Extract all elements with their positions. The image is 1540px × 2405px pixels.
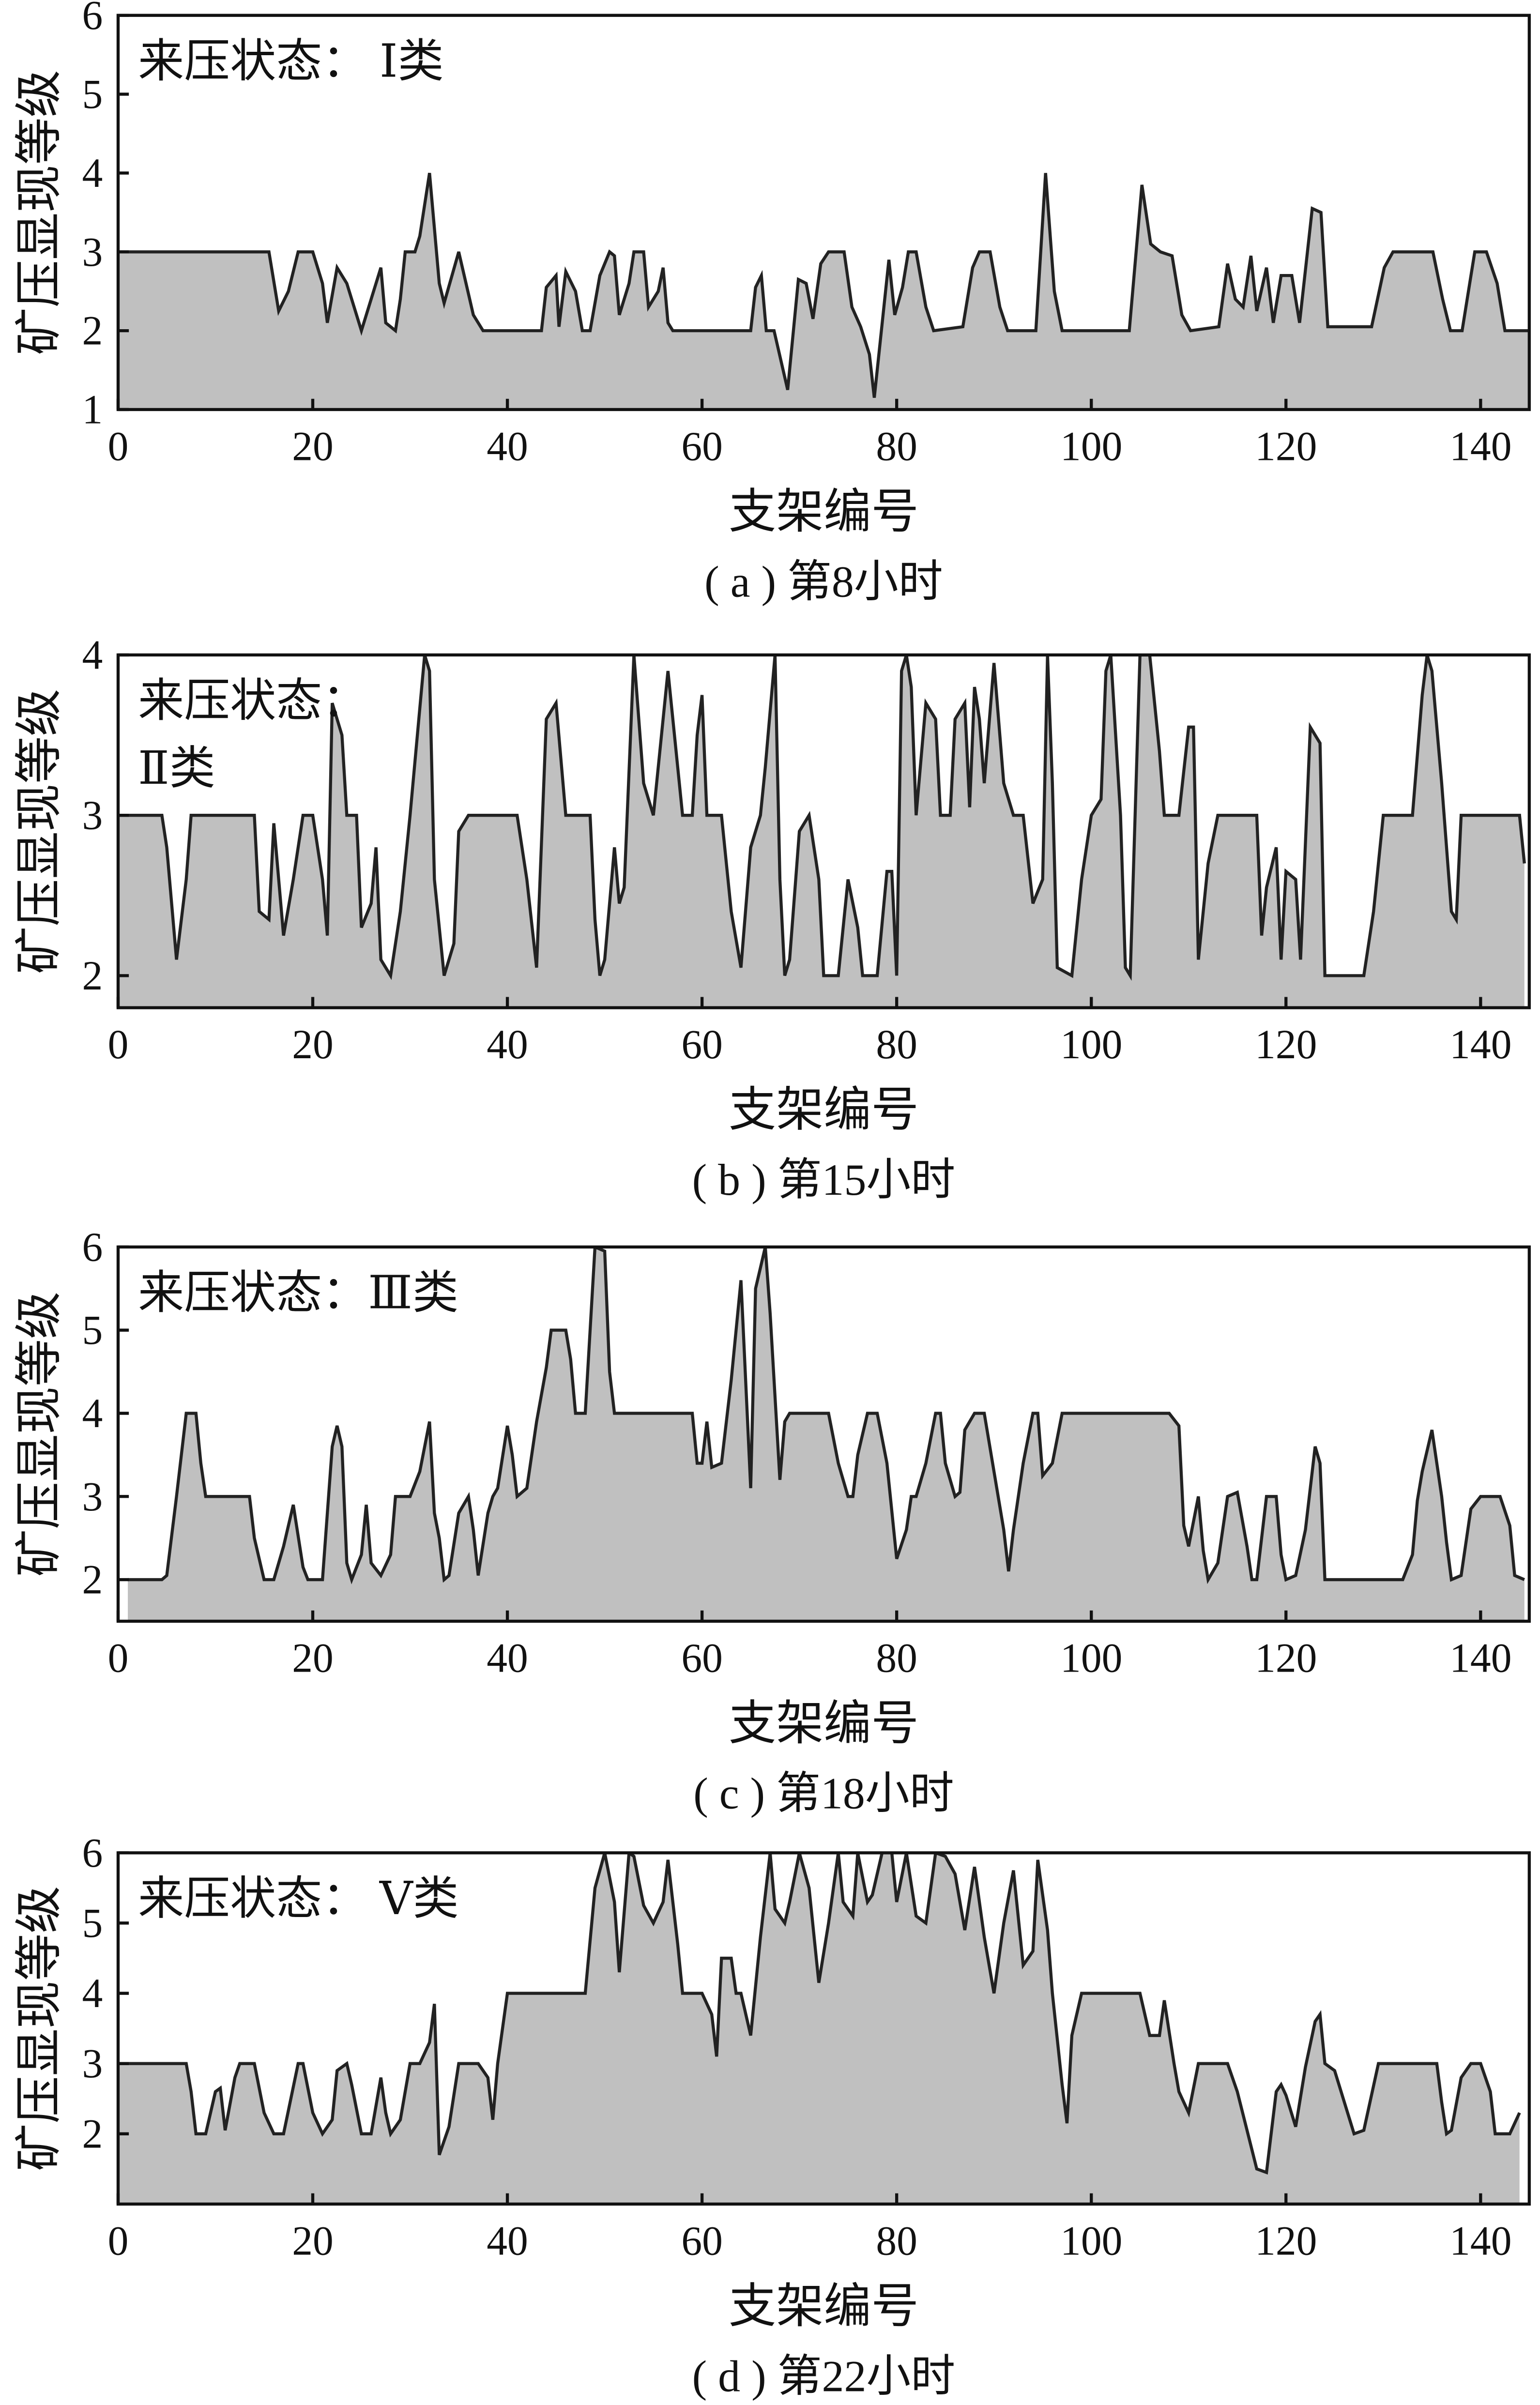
caption: ( b ) 第15小时 <box>692 1155 956 1204</box>
x-tick-label: 60 <box>681 1021 723 1067</box>
plot-frame <box>116 1245 1531 1623</box>
x-tick-label: 40 <box>487 424 528 470</box>
x-tick-label: 60 <box>681 424 723 470</box>
x-tick-label: 120 <box>1255 1021 1317 1067</box>
x-tick-label: 0 <box>108 1021 129 1067</box>
annotation: 来压状态： Ⅴ类 <box>138 1873 459 1924</box>
caption: ( a ) 第8小时 <box>704 557 943 607</box>
area-line <box>128 1247 1525 1584</box>
area-fill <box>118 655 1525 1008</box>
y-tick-label: 3 <box>82 229 103 275</box>
x-tick-label: 120 <box>1255 2218 1317 2264</box>
y-tick-label: 3 <box>82 2040 103 2086</box>
x-tick-label: 80 <box>876 1021 917 1067</box>
area-line <box>118 172 1529 398</box>
x-tick-label: 20 <box>292 1021 334 1067</box>
x-tick-label: 0 <box>108 1635 129 1681</box>
plot-frame <box>116 14 1531 411</box>
x-tick-label: 60 <box>681 1635 723 1681</box>
annotation: 来压状态： <box>138 675 368 727</box>
annotation: 来压状态： Ⅰ类 <box>138 35 444 87</box>
area-fill <box>118 1853 1520 2204</box>
y-tick-label: 3 <box>82 1474 103 1520</box>
y-tick-label: 2 <box>82 1557 103 1603</box>
y-tick-label: 3 <box>82 792 103 838</box>
x-tick-label: 100 <box>1060 1021 1122 1067</box>
x-axis-label: 支架编号 <box>729 1084 919 1137</box>
y-tick-label: 4 <box>82 150 103 196</box>
x-tick-label: 120 <box>1255 424 1317 470</box>
x-tick-label: 140 <box>1449 424 1511 470</box>
x-tick-label: 80 <box>876 1635 917 1681</box>
y-axis-label: 矿压显现等级 <box>13 1292 66 1577</box>
y-tick-label: 2 <box>82 308 103 354</box>
y-tick-label: 4 <box>82 632 103 678</box>
x-tick-label: 80 <box>876 2218 917 2264</box>
area-line <box>118 655 1526 981</box>
plot-frame <box>116 653 1531 1009</box>
x-tick-label: 20 <box>292 2218 334 2264</box>
y-tick-label: 6 <box>82 1224 103 1270</box>
caption: ( d ) 第22小时 <box>692 2351 956 2401</box>
x-tick-label: 140 <box>1449 1021 1511 1067</box>
annotation: Ⅱ类 <box>138 743 215 794</box>
x-tick-label: 0 <box>108 2218 129 2264</box>
x-tick-label: 120 <box>1255 1635 1317 1681</box>
x-tick-label: 40 <box>487 1021 528 1067</box>
y-tick-label: 1 <box>82 386 103 432</box>
y-axis-label: 矿压显现等级 <box>13 70 66 355</box>
x-tick-label: 40 <box>487 1635 528 1681</box>
x-axis-label: 支架编号 <box>729 1697 919 1750</box>
y-tick-label: 6 <box>82 0 103 38</box>
y-tick-label: 4 <box>82 1390 103 1436</box>
y-tick-label: 5 <box>82 1900 103 1946</box>
x-tick-label: 140 <box>1449 1635 1511 1681</box>
y-tick-label: 2 <box>82 2111 103 2157</box>
x-tick-label: 100 <box>1060 424 1122 470</box>
x-tick-label: 100 <box>1060 1635 1122 1681</box>
x-tick-label: 40 <box>487 2218 528 2264</box>
y-tick-label: 2 <box>82 953 103 999</box>
x-tick-label: 100 <box>1060 2218 1122 2264</box>
y-axis-label: 矿压显现等级 <box>13 689 66 974</box>
caption: ( c ) 第18小时 <box>693 1768 954 1818</box>
x-tick-label: 80 <box>876 424 917 470</box>
y-axis-label: 矿压显现等级 <box>13 1886 66 2171</box>
x-axis-label: 支架编号 <box>729 486 919 538</box>
annotation: 来压状态：Ⅲ类 <box>138 1267 458 1319</box>
y-tick-label: 5 <box>82 1307 103 1353</box>
area-fill <box>128 1247 1525 1621</box>
plot-frame <box>116 1851 1531 2206</box>
x-tick-label: 60 <box>681 2218 723 2264</box>
y-tick-label: 6 <box>82 1830 103 1876</box>
x-tick-label: 20 <box>292 1635 334 1681</box>
y-tick-label: 4 <box>82 1970 103 2016</box>
y-tick-label: 5 <box>82 71 103 117</box>
x-tick-label: 0 <box>108 424 129 470</box>
x-tick-label: 140 <box>1449 2218 1511 2264</box>
area-fill <box>118 173 1529 410</box>
area-line <box>118 1853 1521 2175</box>
x-axis-label: 支架编号 <box>729 2280 919 2333</box>
x-tick-label: 20 <box>292 424 334 470</box>
